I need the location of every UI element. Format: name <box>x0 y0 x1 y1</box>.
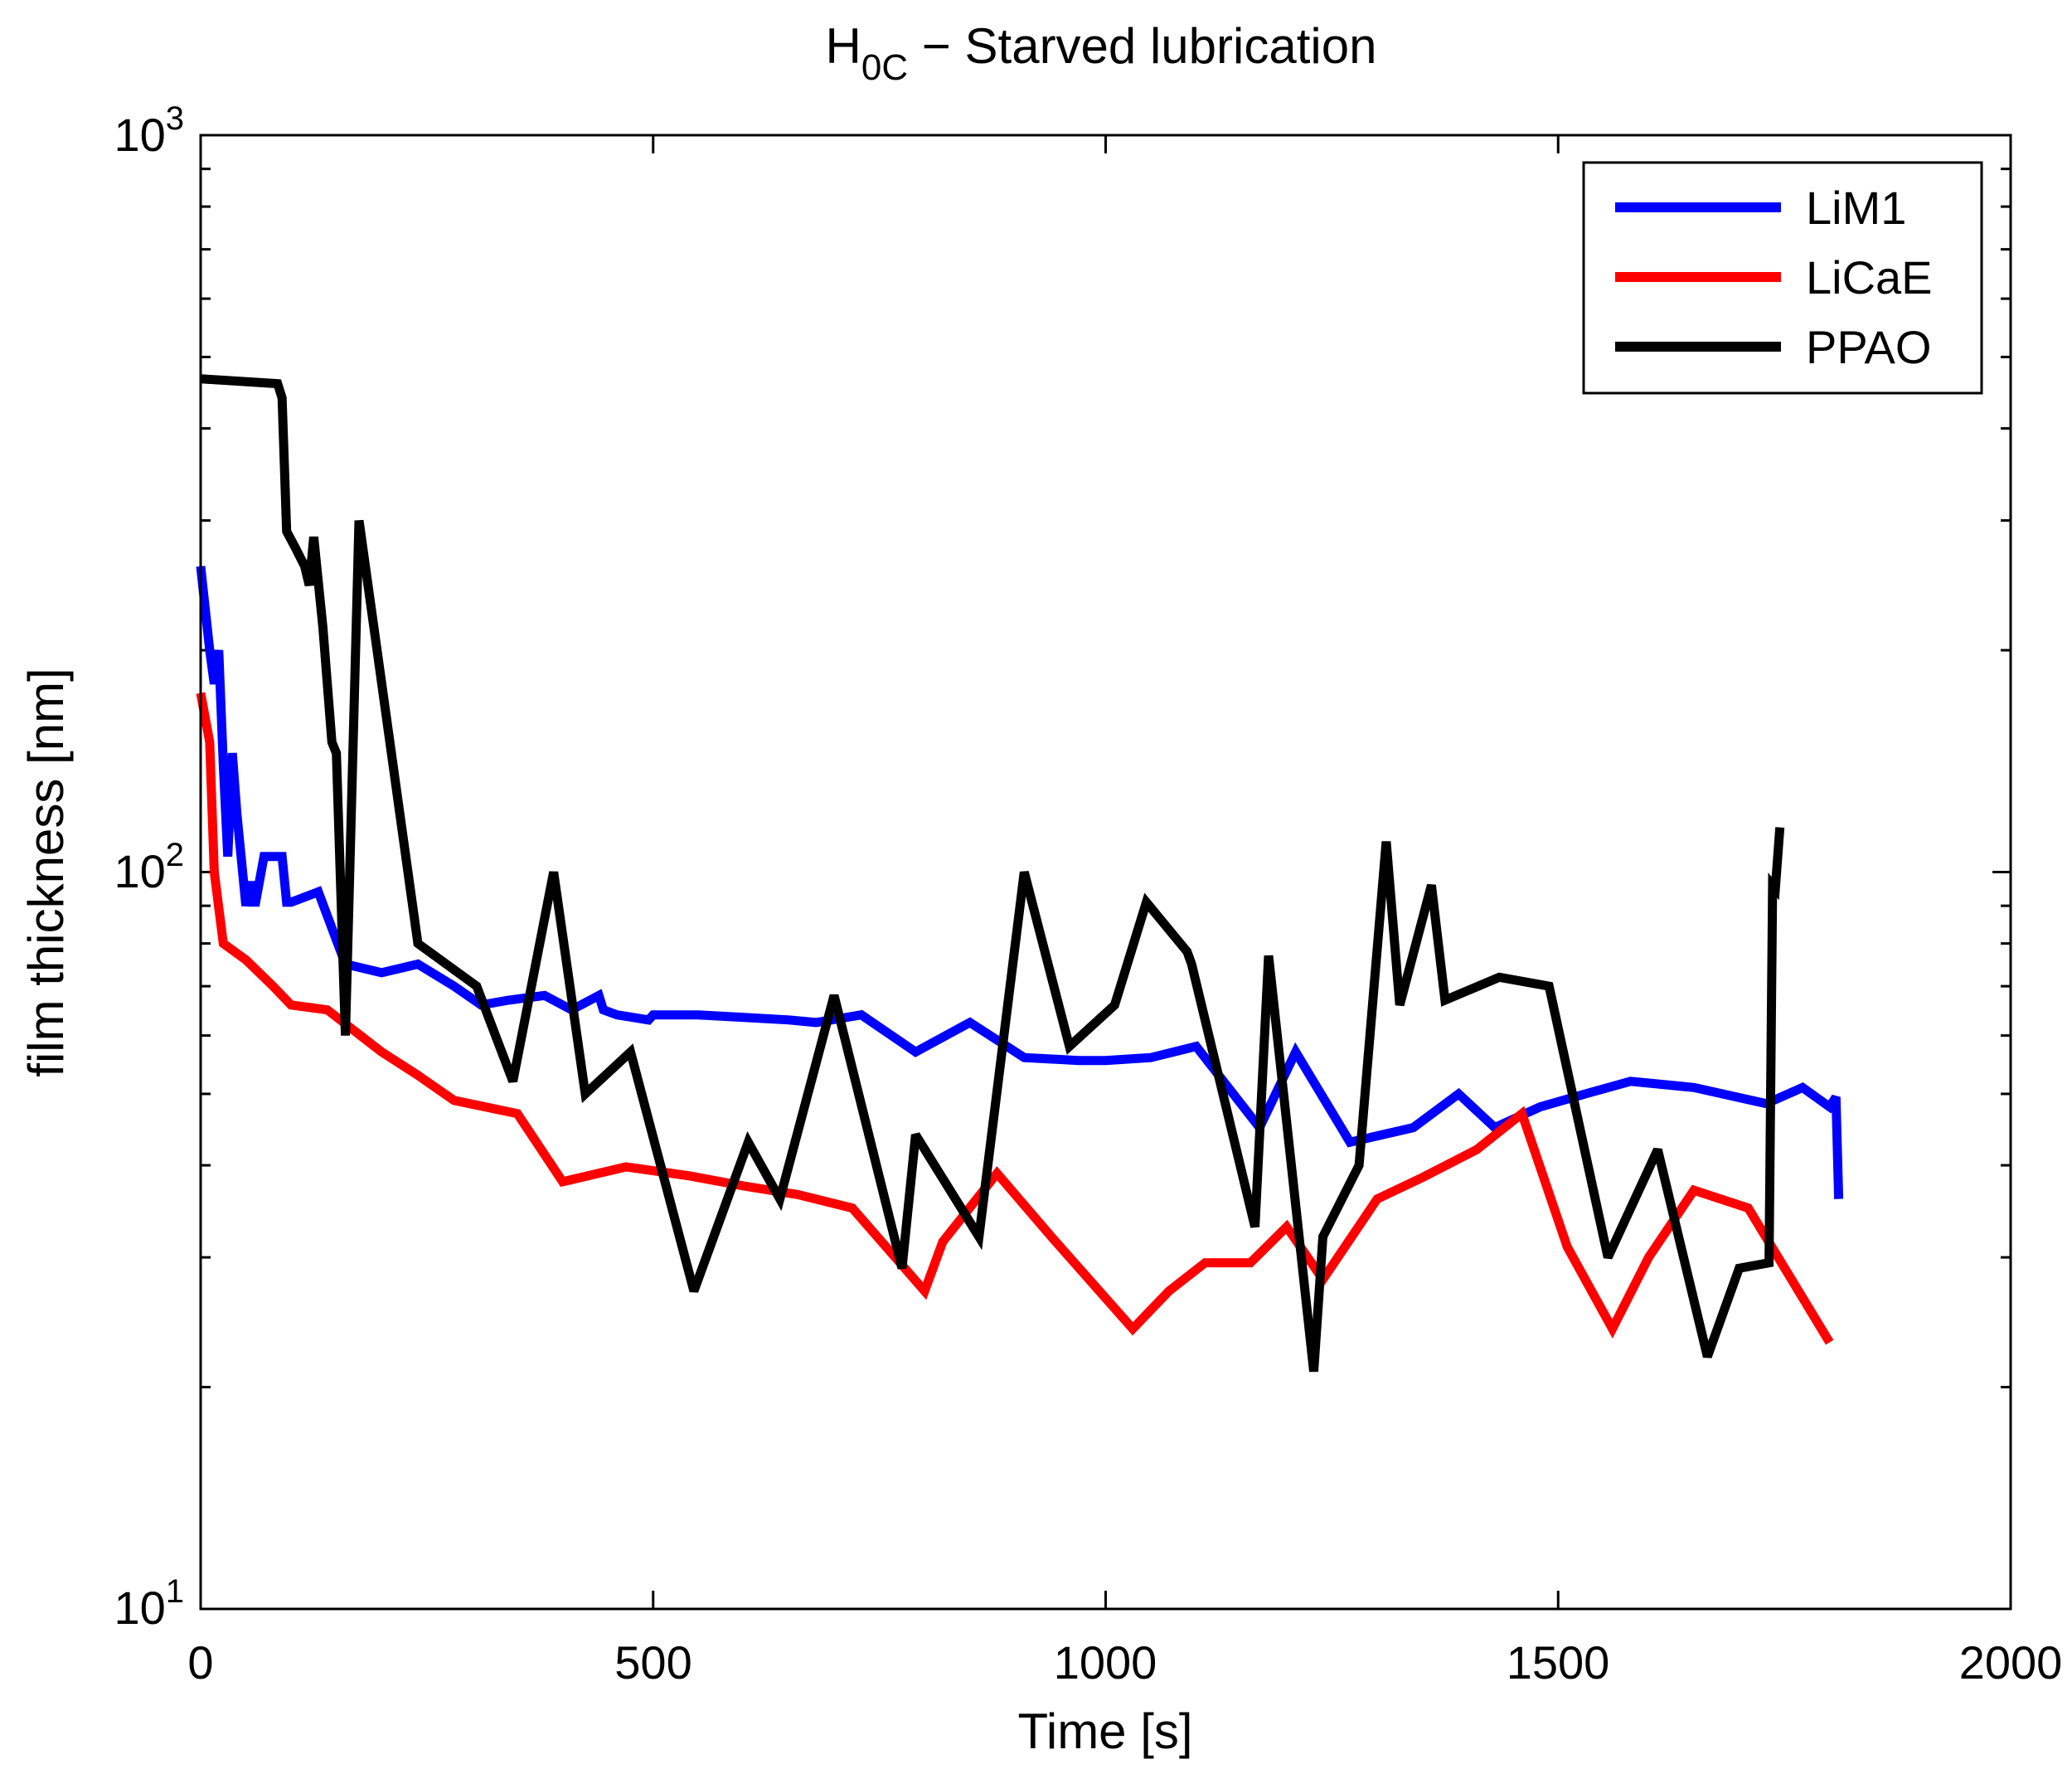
chart-title: H0C − Starved lubrication <box>826 18 1377 88</box>
y-tick-label: 102 <box>114 837 184 897</box>
legend-label-ppao: PPAO <box>1806 321 1931 373</box>
legend-label-lim1: LiM1 <box>1806 182 1906 234</box>
x-tick-label: 2000 <box>1959 1636 2063 1689</box>
series-line-ppao <box>200 374 1785 1373</box>
x-tick-label: 0 <box>187 1636 213 1689</box>
series-layer <box>196 374 1844 1373</box>
x-tick-label: 1000 <box>1054 1636 1157 1689</box>
y-tick-label: 101 <box>114 1573 184 1634</box>
y-tick-label: 103 <box>114 100 184 161</box>
chart-title-subscript: 0C <box>861 47 908 88</box>
x-tick-label: 500 <box>614 1636 691 1689</box>
series-line-licae <box>196 692 1834 1345</box>
y-tick-exp: 2 <box>166 837 184 873</box>
y-tick-exp: 1 <box>166 1573 184 1610</box>
x-tick-labels: 0 500 1000 1500 2000 <box>187 1636 2062 1689</box>
y-tick-labels: 101 102 103 <box>114 100 184 1634</box>
axes-box <box>199 134 2012 1611</box>
x-tick-label: 1500 <box>1507 1636 1610 1689</box>
y-tick-base: 10 <box>114 845 165 897</box>
chart-title-rest: − Starved lubrication <box>908 18 1376 74</box>
y-tick-exp: 3 <box>166 100 184 137</box>
y-tick-base: 10 <box>114 1582 165 1634</box>
chart-title-main: H <box>826 18 861 74</box>
legend: LiM1 LiCaE PPAO <box>1582 161 1983 395</box>
y-tick-base: 10 <box>114 109 165 161</box>
series-line-lim1 <box>196 566 1844 1199</box>
y-axis-label: film thickness [nm] <box>18 668 74 1076</box>
x-axis-label: Time [s] <box>1017 1703 1192 1759</box>
legend-label-licae: LiCaE <box>1806 251 1933 304</box>
